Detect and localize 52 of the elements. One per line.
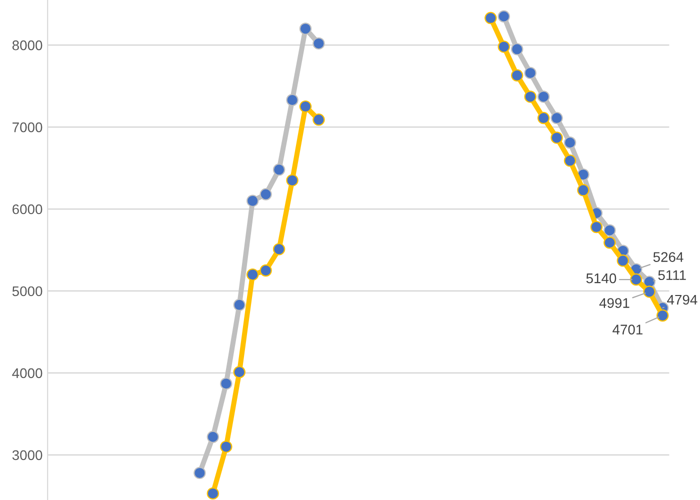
point xyxy=(656,309,669,322)
y-tick-label: 3000 xyxy=(12,450,42,460)
point xyxy=(312,37,325,50)
data-label: 4991 xyxy=(599,298,630,308)
point xyxy=(564,154,576,167)
point xyxy=(510,43,524,56)
point xyxy=(616,254,630,267)
y-tick-label: 6000 xyxy=(12,204,42,214)
y-tick-label: 7000 xyxy=(12,122,42,132)
y-tick-label: 5000 xyxy=(12,286,42,296)
point xyxy=(564,136,576,149)
point xyxy=(233,298,246,312)
point xyxy=(220,377,232,390)
data-label: 5111 xyxy=(658,270,686,280)
point xyxy=(272,243,286,256)
point xyxy=(246,194,259,207)
point xyxy=(484,12,497,24)
point xyxy=(524,66,536,80)
data-label: 5140 xyxy=(586,273,616,284)
y-tick-label: 4000 xyxy=(12,368,42,378)
point xyxy=(524,90,536,103)
point xyxy=(510,69,524,82)
point xyxy=(220,440,232,453)
point xyxy=(194,466,206,480)
point xyxy=(537,112,550,124)
point xyxy=(590,220,603,234)
data-label: 5264 xyxy=(653,252,684,262)
point xyxy=(550,132,563,144)
point xyxy=(260,188,272,200)
point xyxy=(604,236,616,249)
point xyxy=(299,100,312,113)
point xyxy=(577,184,590,196)
point xyxy=(498,40,510,53)
point xyxy=(550,112,563,124)
point xyxy=(206,487,220,500)
point xyxy=(233,366,246,378)
point xyxy=(643,286,656,298)
point xyxy=(498,10,510,23)
data-label: 4701 xyxy=(612,324,642,334)
point xyxy=(272,164,286,176)
point xyxy=(299,22,312,35)
point xyxy=(630,273,642,286)
y-tick-label: 8000 xyxy=(12,40,42,50)
point xyxy=(312,114,325,126)
point xyxy=(260,264,272,277)
point xyxy=(246,268,259,281)
point xyxy=(537,90,550,103)
point xyxy=(206,430,220,443)
point xyxy=(604,224,616,236)
point xyxy=(286,94,298,106)
data-label: 4794 xyxy=(667,294,698,305)
point xyxy=(286,174,298,186)
